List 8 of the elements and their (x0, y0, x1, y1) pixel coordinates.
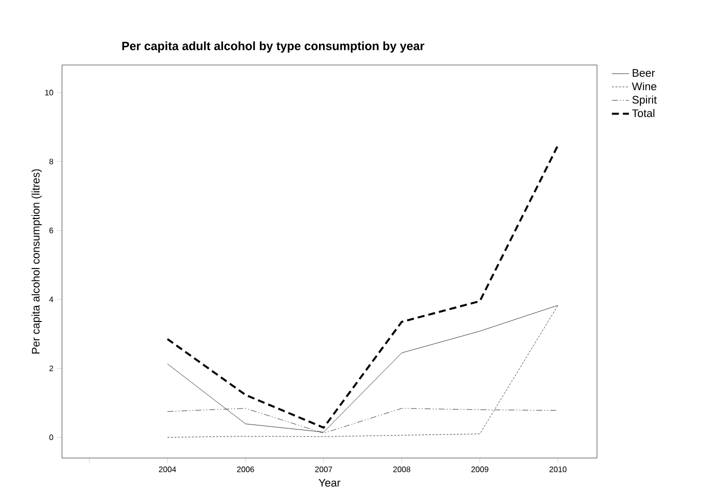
y-axis-title: Per capita alcohol consumption (litres) (32, 169, 42, 354)
chart-title: Per capita adult alcohol by type consumption by year (122, 41, 424, 53)
legend-label: Wine (632, 82, 656, 90)
legend-label: Spirit (632, 96, 657, 106)
x-axis-title: Year (318, 479, 340, 487)
legend-label: Beer (632, 69, 655, 77)
line-series (166, 144, 559, 429)
legend-label: Total (632, 109, 654, 118)
